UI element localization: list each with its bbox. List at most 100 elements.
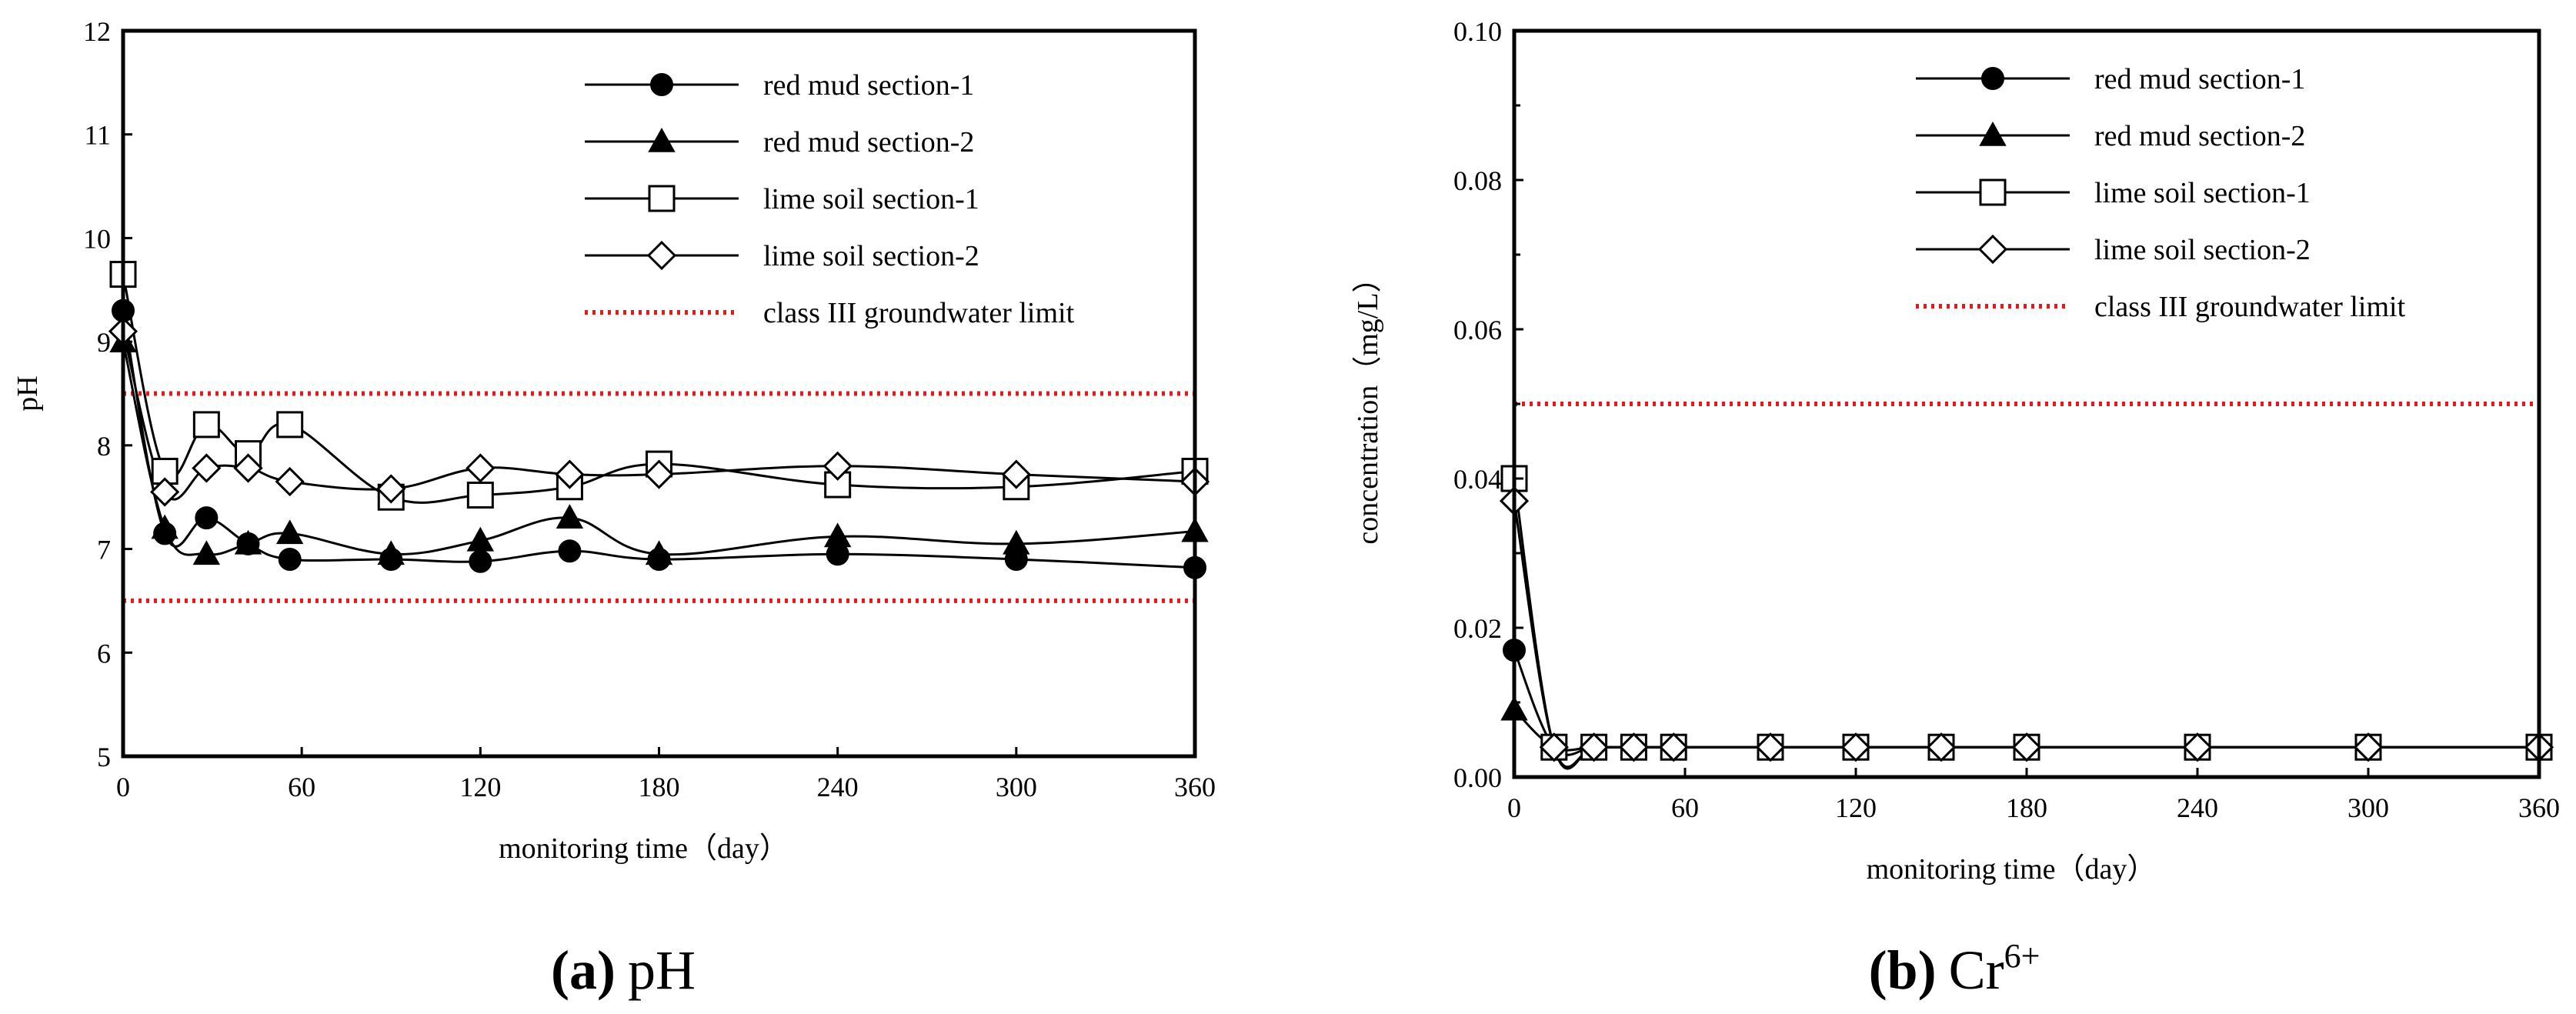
data-point-s3-8	[644, 459, 674, 489]
data-point-s1-8	[645, 540, 673, 565]
y-tick-label: 10	[83, 223, 111, 254]
data-point-s1-6	[466, 526, 495, 552]
y-tick-label: 11	[84, 120, 111, 151]
data-point-s3-4	[1659, 732, 1689, 762]
x-tick-label: 360	[2518, 792, 2560, 823]
x-tick-label: 120	[1835, 792, 1877, 823]
y-tick-label: 0.10	[1453, 16, 1502, 47]
y-tick-label: 0.00	[1453, 762, 1502, 793]
legend-label-4: class III groundwater limit	[2094, 291, 2406, 323]
legend-marker-0	[1981, 67, 2004, 90]
data-point-s0-6	[469, 549, 492, 573]
legend: red mud section-1 red mud section-2 lime s…	[1916, 63, 2406, 323]
x-tick-label: 240	[817, 772, 859, 802]
data-point-s3-4	[275, 466, 305, 497]
data-point-s3-3	[233, 453, 263, 483]
legend: red mud section-1 red mud section-2 lime s…	[585, 69, 1075, 329]
x-tick-label: 180	[2006, 792, 2047, 823]
x-tick-label: 360	[1174, 772, 1216, 802]
data-point-s1-5	[377, 540, 405, 565]
x-tick-label: 240	[2177, 792, 2218, 823]
legend-marker-2	[1979, 178, 2007, 206]
legend-marker-3	[646, 240, 677, 271]
y-tick-label: 0.02	[1453, 613, 1502, 644]
data-point-s1-9	[823, 522, 852, 548]
data-point-s3-6	[1840, 732, 1871, 762]
legend-label-0: red mud section-1	[763, 69, 974, 102]
caption-b-superscript: 6+	[2004, 937, 2040, 975]
y-tick-label: 5	[97, 742, 111, 772]
data-point-s3-9	[823, 451, 853, 481]
legend-marker-1	[648, 127, 676, 152]
y-axis-label: pH	[12, 375, 44, 411]
data-point-s3-5	[376, 474, 406, 504]
legend-label-3: lime soil section-2	[2094, 234, 2311, 266]
data-point-s1-10	[1003, 529, 1030, 555]
y-axis-label: concentration（mg/L）	[1352, 263, 1384, 544]
series-line-2	[122, 274, 1196, 504]
legend-label-4: class III groundwater limit	[763, 297, 1075, 329]
data-point-s3-7	[555, 459, 585, 489]
data-point-s3-5	[1755, 732, 1786, 762]
series-line-3	[1513, 500, 2539, 769]
caption-b-letter: (b)	[1869, 939, 1937, 1001]
data-point-s3-1	[150, 477, 180, 507]
data-point-s1-4	[275, 519, 304, 545]
data-point-s3-3	[1619, 732, 1649, 762]
data-point-s3-8	[2011, 732, 2042, 762]
legend-label-1: red mud section-2	[763, 126, 974, 158]
data-point-s0-4	[278, 548, 302, 572]
data-point-s3-10	[2353, 732, 2384, 762]
panel-cr6: 0.00 0.02 0.04 0.06 0.08 0.10 0 60 120 180 240 300 3…	[1352, 16, 2560, 886]
data-point-s1-3	[234, 529, 262, 555]
data-point-s3-1	[1539, 732, 1569, 762]
data-point-s0-2	[195, 506, 219, 530]
data-point-s1-1	[151, 514, 179, 539]
legend-marker-3	[1977, 234, 2008, 265]
caption-a-text: pH	[628, 939, 696, 1001]
x-tick-label: 120	[459, 772, 501, 802]
y-tick-label: 12	[83, 16, 111, 47]
y-tick-label: 9	[97, 327, 111, 358]
data-point-s2-6	[466, 482, 494, 509]
legend-label-0: red mud section-1	[2094, 63, 2305, 95]
data-point-s1-2	[192, 540, 221, 565]
y-tick-label: 8	[97, 431, 111, 462]
caption-a: (a) pH	[551, 939, 696, 1001]
series-line-0	[122, 310, 1196, 569]
data-point-s3-2	[1579, 732, 1609, 762]
x-tick-label: 180	[639, 772, 680, 802]
series-line-1	[122, 341, 1196, 556]
data-point-s1-7	[556, 504, 584, 529]
caption-b-text: Cr	[1949, 939, 2004, 1001]
data-point-s3-10	[1001, 459, 1031, 489]
x-tick-label: 300	[996, 772, 1037, 802]
data-point-s0-7	[558, 539, 582, 563]
x-tick-label: 300	[2347, 792, 2389, 823]
legend-marker-2	[648, 185, 676, 212]
x-tick-label: 60	[288, 772, 315, 802]
data-point-s3-2	[192, 453, 222, 483]
data-point-s2-4	[276, 411, 304, 439]
legend-label-1: red mud section-2	[2094, 120, 2305, 152]
data-point-s3-6	[465, 453, 496, 483]
y-tick-label: 0.04	[1453, 464, 1502, 495]
legend-label-2: lime soil section-1	[763, 183, 979, 215]
legend-marker-1	[1979, 121, 2007, 146]
y-tick-label: 0.08	[1453, 165, 1502, 196]
y-tick-label: 6	[97, 638, 111, 669]
x-tick-label: 60	[1671, 792, 1699, 823]
y-tick-label: 0.06	[1453, 315, 1502, 345]
x-tick-label: 0	[1507, 792, 1521, 823]
x-tick-label: 0	[116, 772, 130, 802]
legend-label-2: lime soil section-1	[2094, 177, 2311, 209]
data-point-s2-2	[192, 411, 220, 439]
series-line-2	[1513, 478, 2539, 770]
caption-b: (b) Cr6+	[1869, 937, 2040, 1001]
data-point-s3-7	[1926, 732, 1957, 762]
caption-a-letter: (a)	[551, 939, 616, 1001]
legend-label-3: lime soil section-2	[763, 240, 979, 272]
x-axis-label: monitoring time（day）	[1867, 853, 2157, 886]
